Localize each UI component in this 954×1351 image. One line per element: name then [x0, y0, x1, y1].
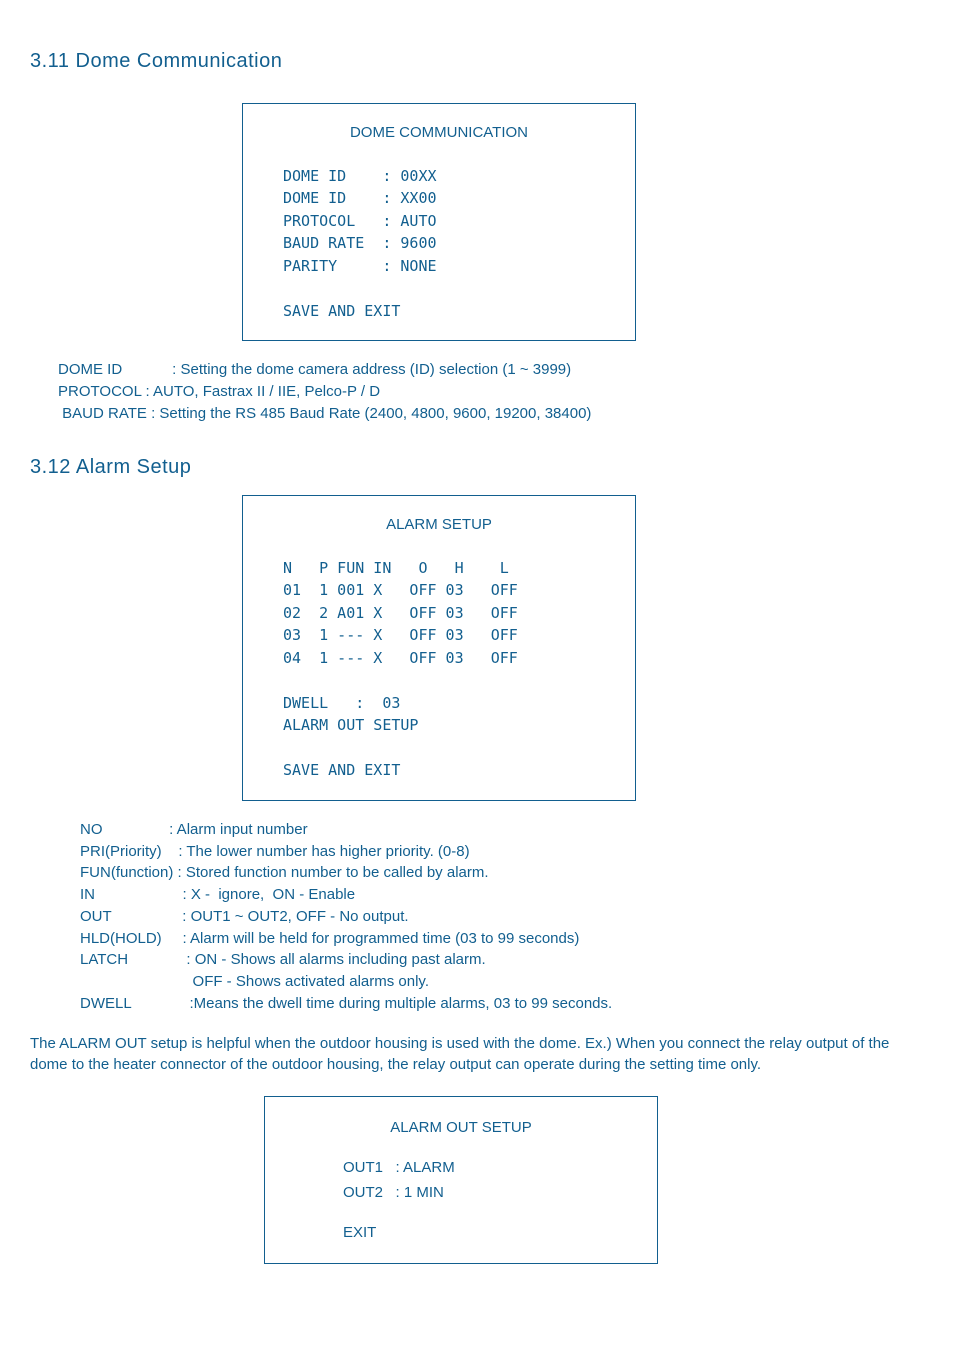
alarm-definitions: NO : Alarm input number PRI(Priority) : …: [80, 819, 924, 1015]
alarm-setup-box: ALARM SETUP N P FUN IN O H L 01 1 001 X …: [242, 495, 636, 801]
alarm-out-box-title: ALARM OUT SETUP: [285, 1115, 637, 1141]
section-311-title: 3.11 Dome Communication: [30, 50, 924, 73]
alarm-box-content: N P FUN IN O H L 01 1 001 X OFF 03 OFF 0…: [263, 557, 615, 782]
alarm-box-title: ALARM SETUP: [263, 514, 615, 537]
alarm-footer-text: The ALARM OUT setup is helpful when the …: [30, 1033, 924, 1077]
alarm-out-setup-box: ALARM OUT SETUP OUT1 : ALARM OUT2 : 1 MI…: [264, 1096, 658, 1264]
alarm-out-box-content: OUT1 : ALARM OUT2 : 1 MIN: [285, 1155, 637, 1206]
dome-box-title: DOME COMMUNICATION: [263, 122, 615, 145]
dome-description: DOME ID : Setting the dome camera addres…: [58, 359, 924, 424]
dome-communication-box: DOME COMMUNICATION DOME ID : 00XX DOME I…: [242, 103, 636, 341]
section-312-title: 3.12 Alarm Setup: [30, 456, 924, 479]
dome-box-content: DOME ID : 00XX DOME ID : XX00 PROTOCOL :…: [263, 165, 615, 323]
alarm-out-exit: EXIT: [285, 1220, 637, 1246]
